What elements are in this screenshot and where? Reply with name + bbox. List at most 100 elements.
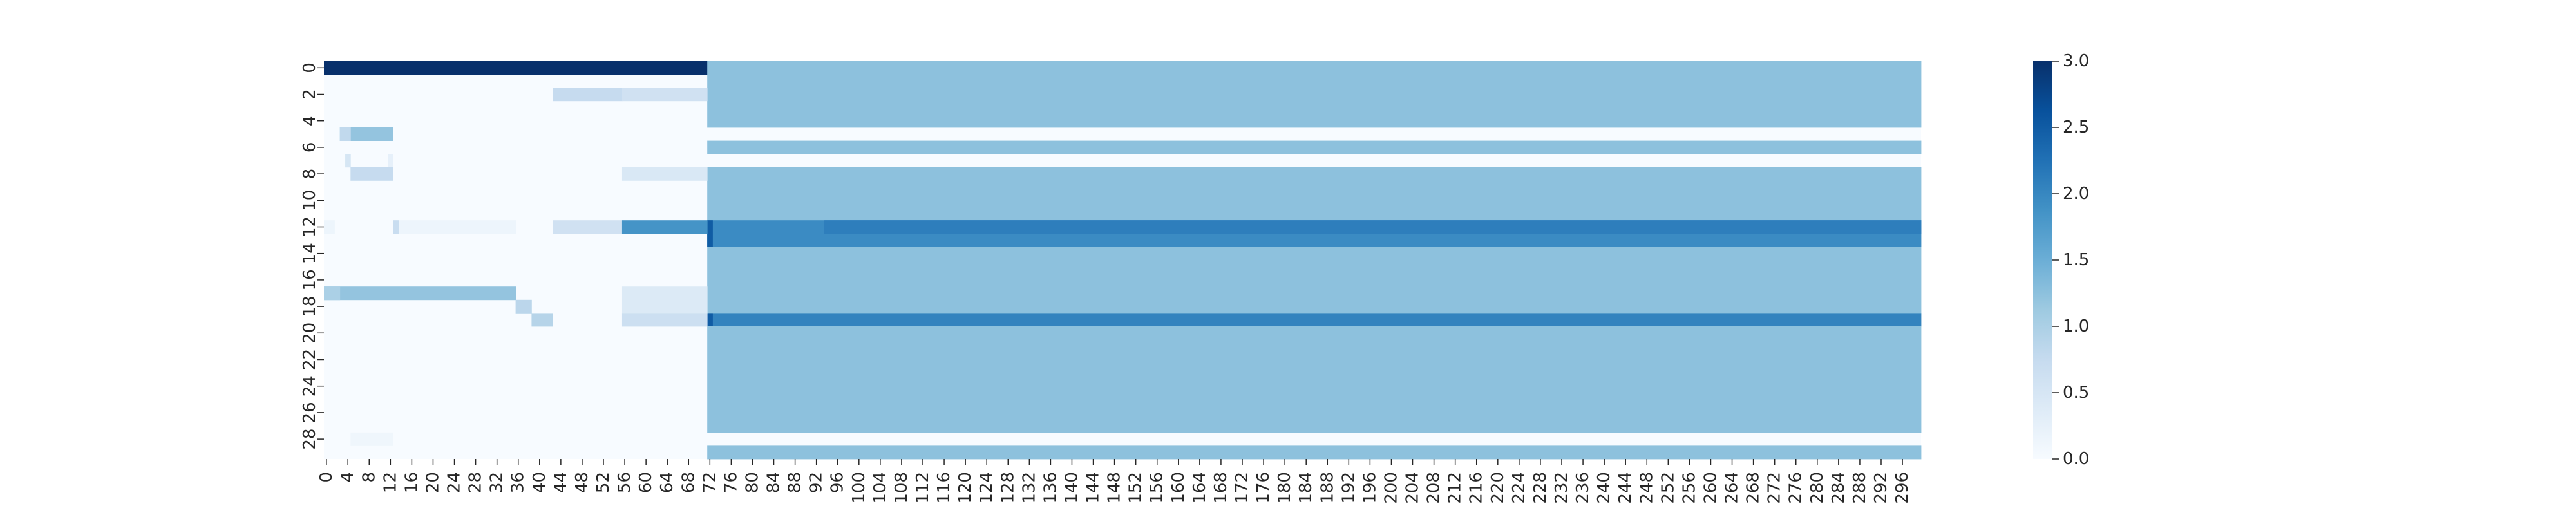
heatmap-cell-block-19 (621, 167, 708, 181)
x-tick-label: 80 (743, 472, 762, 493)
x-tick-label: 148 (1105, 472, 1124, 504)
x-tick-label: 192 (1339, 472, 1358, 504)
colorbar-tick-label: 0.5 (2063, 383, 2089, 402)
x-tick-label: 200 (1381, 472, 1401, 504)
y-tick-label: 22 (300, 349, 319, 370)
x-tick-label: 212 (1446, 472, 1465, 504)
y-tick-label: 6 (300, 142, 319, 153)
x-tick-label: 96 (828, 472, 848, 493)
x-tick-label: 152 (1126, 472, 1146, 504)
heatmap-cell-block-7 (707, 247, 1922, 314)
heatmap-cell-block-15 (339, 127, 351, 141)
colorbar-tick-label: 0.0 (2063, 449, 2089, 469)
x-tick-label: 168 (1211, 472, 1231, 504)
x-tick-label: 296 (1893, 472, 1912, 504)
heatmap-cell-block-30 (621, 313, 708, 327)
x-tick-label: 260 (1701, 472, 1720, 504)
heatmap-cell-block-1 (707, 61, 1922, 128)
x-tick-label: 56 (615, 472, 634, 493)
x-tick-label: 252 (1658, 472, 1678, 504)
heatmap-cell-block-21 (393, 220, 516, 234)
y-tick-label: 20 (300, 323, 319, 344)
x-tick-label: 208 (1425, 472, 1444, 504)
heatmap-cell-block-10 (707, 326, 1922, 433)
x-tick-label: 240 (1595, 472, 1614, 504)
x-tick-label: 104 (871, 472, 890, 504)
heatmap-cell-block-27 (621, 286, 708, 314)
x-tick-label: 256 (1680, 472, 1699, 504)
heatmap-cell-block-17 (388, 154, 393, 168)
heatmap-cell-block-23 (553, 220, 623, 234)
x-tick-label: 52 (594, 472, 613, 493)
x-tick-label: 76 (721, 472, 741, 493)
heatmap-cell-block-16 (345, 154, 351, 168)
x-tick-label: 228 (1531, 472, 1550, 504)
x-tick-label: 108 (892, 472, 911, 504)
x-tick-label: 272 (1765, 472, 1785, 504)
x-tick-label: 232 (1552, 472, 1571, 504)
y-tick-label: 18 (300, 296, 319, 317)
x-tick-label: 20 (423, 472, 442, 493)
x-tick-label: 184 (1296, 472, 1316, 504)
heatmap-cell-block-24 (621, 220, 708, 234)
x-tick-label: 92 (807, 472, 826, 493)
x-tick-label: 60 (636, 472, 656, 493)
y-tick-label: 12 (300, 216, 319, 238)
heatmap-cells (324, 61, 1922, 460)
heatmap-cell-block-29 (531, 313, 553, 327)
y-tick-label: 28 (300, 429, 319, 450)
x-tick-label: 244 (1616, 472, 1635, 504)
heatmap-cell-block-31 (350, 432, 393, 446)
heatmap-cell-block-11 (707, 445, 1922, 460)
x-tick-label: 4 (338, 472, 357, 483)
x-tick-label: 216 (1467, 472, 1486, 504)
x-tick-label: 112 (913, 472, 933, 504)
colorbar-tick-label: 2.5 (2063, 118, 2089, 137)
x-tick-label: 116 (934, 472, 954, 504)
heatmap-cell-block-20 (324, 220, 335, 234)
heatmap-cell-block-28 (515, 299, 532, 314)
heatmap-cell-block-5 (824, 220, 1922, 234)
colorbar-tick-label: 1.5 (2063, 250, 2089, 270)
y-tick-label: 8 (300, 169, 319, 180)
x-tick-label: 156 (1148, 472, 1167, 504)
x-tick-label: 264 (1723, 472, 1742, 504)
x-tick-label: 36 (509, 472, 528, 493)
x-tick-label: 292 (1871, 472, 1891, 504)
x-tick-label: 100 (849, 472, 869, 504)
x-tick-label: 204 (1403, 472, 1423, 504)
x-tick-label: 236 (1573, 472, 1593, 504)
heatmap-cell-block-12 (553, 88, 623, 102)
heatmap-cell-block-14 (339, 127, 393, 141)
x-tick-label: 220 (1488, 472, 1508, 504)
x-tick-label: 172 (1233, 472, 1252, 504)
x-tick-label: 24 (445, 472, 464, 493)
x-tick-label: 88 (786, 472, 805, 493)
x-tick-label: 120 (956, 472, 975, 504)
x-tick-label: 248 (1637, 472, 1656, 504)
y-tick-label: 24 (300, 375, 319, 397)
x-tick-label: 72 (700, 472, 719, 493)
y-tick-label: 16 (300, 269, 319, 290)
x-tick-label: 288 (1850, 472, 1870, 504)
heatmap-cell-block-18 (350, 167, 393, 181)
x-tick-label: 136 (1041, 472, 1060, 504)
heatmap-cell-block-25 (324, 286, 516, 301)
x-tick-label: 84 (764, 472, 784, 493)
y-tick-label: 2 (300, 89, 319, 100)
x-tick-label: 40 (530, 472, 549, 493)
x-tick-label: 8 (359, 472, 379, 483)
x-tick-label: 132 (1019, 472, 1039, 504)
x-tick-label: 144 (1084, 472, 1103, 504)
colorbar-gradient (2033, 61, 2052, 459)
heatmap-cell-block-3 (707, 167, 1922, 221)
x-tick-label: 32 (488, 472, 507, 493)
x-tick-label: 48 (573, 472, 592, 493)
x-tick-label: 268 (1744, 472, 1763, 504)
heatmap-cell-block-13 (621, 88, 708, 102)
x-axis: 0 4 8 12 16 20 24 28 32 36 40 44 48 52 56 60 64 68 72 76 80 8… (317, 459, 1912, 504)
x-tick-label: 160 (1169, 472, 1188, 504)
x-tick-label: 140 (1062, 472, 1081, 504)
